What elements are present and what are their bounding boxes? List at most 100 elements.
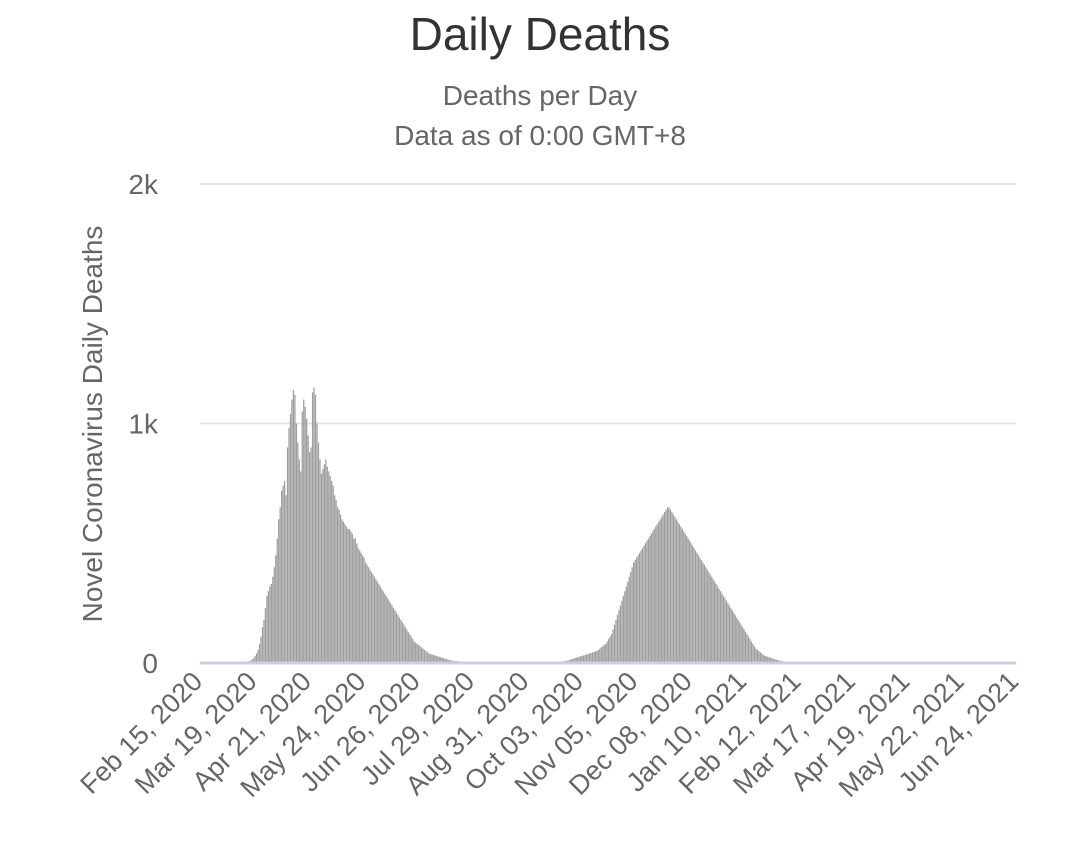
bar [668,507,669,663]
bar [319,459,320,663]
bar [593,652,594,663]
bar [359,550,360,663]
bar [717,586,718,663]
bar [602,646,603,663]
bar [257,650,258,663]
bar [673,515,674,663]
bar [657,524,658,663]
bar [707,570,708,663]
bar [713,579,714,663]
bar [705,567,706,663]
bar [315,395,316,663]
bar [729,606,730,663]
y-tick-label: 2k [128,169,159,200]
bar [686,536,687,663]
bar [362,555,363,663]
bar [274,567,275,663]
bar [308,435,309,663]
bar [752,644,753,663]
y-tick-label: 1k [128,409,159,440]
bar [592,652,593,663]
bar [698,555,699,663]
bar [654,529,655,663]
bar [617,615,618,663]
bar [635,560,636,663]
bar [280,507,281,663]
bar [683,531,684,663]
bar [374,577,375,663]
grid-layer [200,184,1016,424]
y-tick-label: 0 [142,648,158,679]
bar [720,591,721,663]
bar [425,651,426,663]
bar [702,562,703,663]
bar [352,534,353,663]
bar [402,622,403,663]
bar [291,400,292,663]
bar [422,649,423,663]
bar [411,637,412,663]
bar [380,586,381,663]
bar [614,625,615,663]
bar [611,634,612,663]
bar [742,627,743,663]
bar [419,646,420,663]
bar [618,610,619,663]
bar [626,586,627,663]
chart-subtitle: Deaths per Day [443,80,638,111]
bar [368,567,369,663]
bar [704,565,705,663]
bar [387,598,388,663]
bar [655,526,656,663]
bar [337,507,338,663]
bar [375,579,376,663]
bar [723,596,724,663]
bar [406,629,407,663]
bar [282,486,283,663]
bar [726,601,727,663]
bar [671,512,672,663]
bar [324,464,325,663]
bar [356,543,357,663]
bar [721,594,722,663]
bar [400,620,401,663]
bar [708,572,709,663]
bar [711,577,712,663]
bar [682,529,683,663]
bar [330,476,331,663]
bar [620,606,621,663]
bar [427,652,428,663]
bar [263,620,264,663]
bar [297,443,298,663]
bar [378,584,379,663]
bar [724,598,725,663]
bar [693,548,694,663]
bar [744,629,745,663]
y-axis-label: Novel Coronavirus Daily Deaths [77,226,108,623]
bar [677,522,678,663]
bar [640,550,641,663]
bar [331,481,332,663]
bar [624,591,625,663]
bar [403,625,404,663]
bar [623,596,624,663]
bar [679,524,680,663]
bar [303,400,304,663]
bar [630,572,631,663]
bar [269,586,270,663]
bar [595,652,596,664]
bar [377,582,378,663]
bar [424,650,425,663]
bar [394,610,395,663]
bar [590,653,591,663]
bar [268,591,269,663]
bar [645,543,646,663]
chart-title: Daily Deaths [410,8,671,60]
bar [664,512,665,663]
bar [757,650,758,663]
bar [604,645,605,663]
bar [710,574,711,663]
bar [690,543,691,663]
bar [661,517,662,663]
